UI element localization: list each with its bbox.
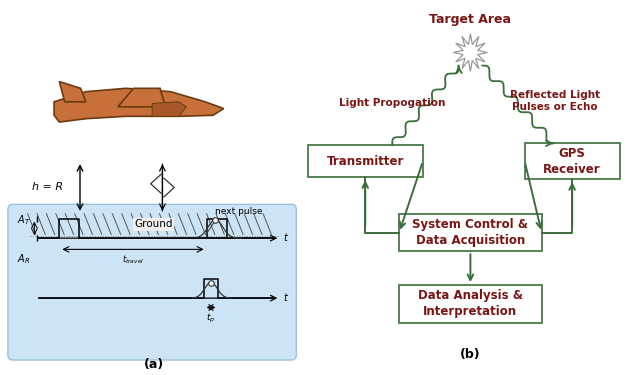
Text: System Control &
Data Acquisition: System Control & Data Acquisition — [412, 218, 529, 247]
Text: Ground: Ground — [134, 219, 173, 229]
Text: Reflected Light
Pulses or Echo: Reflected Light Pulses or Echo — [510, 90, 600, 112]
FancyBboxPatch shape — [8, 204, 296, 360]
FancyBboxPatch shape — [525, 143, 620, 179]
Text: t: t — [283, 233, 287, 243]
Polygon shape — [60, 82, 86, 102]
Text: Target Area: Target Area — [429, 12, 511, 26]
Polygon shape — [118, 88, 165, 107]
Text: $A_T$: $A_T$ — [17, 214, 31, 228]
Text: $t_p$: $t_p$ — [206, 312, 216, 325]
Text: GPS
Receiver: GPS Receiver — [543, 147, 601, 176]
Text: h = R: h = R — [32, 183, 63, 192]
Text: t: t — [283, 293, 287, 303]
Text: Transmitter: Transmitter — [326, 155, 404, 168]
Text: Data Analysis &
Interpretation: Data Analysis & Interpretation — [418, 289, 523, 318]
FancyBboxPatch shape — [308, 146, 423, 177]
Polygon shape — [152, 102, 187, 116]
Text: next pulse: next pulse — [215, 207, 263, 216]
Text: $t_{travel}$: $t_{travel}$ — [122, 254, 144, 266]
Text: (b): (b) — [460, 348, 481, 361]
Text: Light Propogation: Light Propogation — [339, 98, 445, 108]
Polygon shape — [54, 88, 223, 122]
Text: (a): (a) — [143, 358, 164, 371]
Text: $A_R$: $A_R$ — [17, 252, 31, 266]
Polygon shape — [453, 34, 488, 71]
Bar — [30, 214, 280, 234]
FancyBboxPatch shape — [399, 285, 541, 322]
FancyBboxPatch shape — [399, 214, 541, 251]
